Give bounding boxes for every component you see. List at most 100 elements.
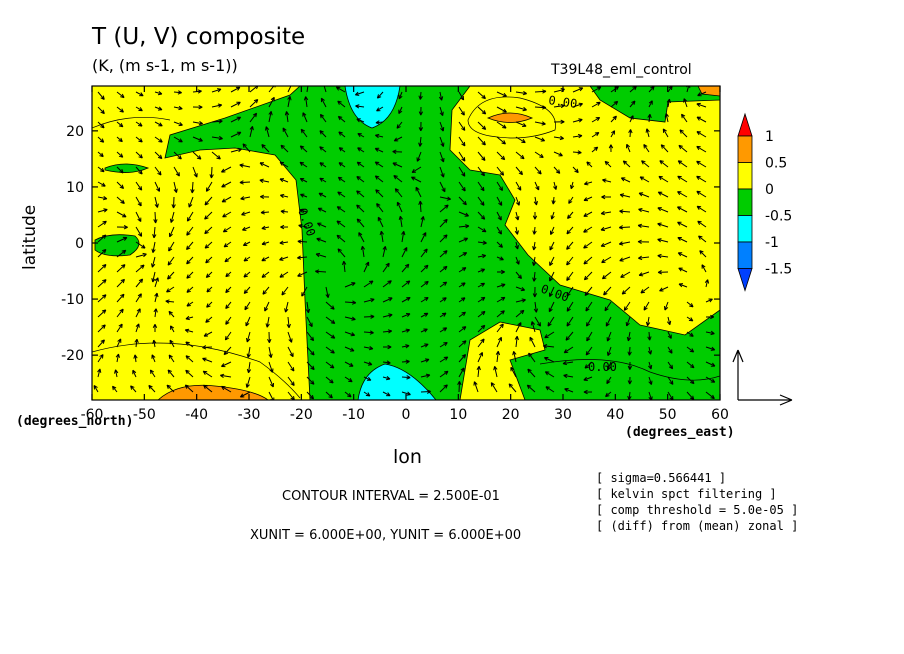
wind-vector xyxy=(619,193,631,198)
x-tick-label: 60 xyxy=(711,407,729,423)
wind-vector xyxy=(363,346,374,351)
wind-vector xyxy=(299,161,308,168)
wind-vector xyxy=(608,144,614,153)
wind-vector xyxy=(240,196,251,201)
wind-vector xyxy=(621,286,631,295)
wind-vector xyxy=(268,376,274,388)
wind-vector xyxy=(268,86,276,93)
wind-vector xyxy=(245,316,251,327)
x-tick-label: -50 xyxy=(133,407,156,423)
wind-vector xyxy=(154,91,163,96)
wind-vector xyxy=(153,211,158,224)
wind-vector xyxy=(583,211,593,217)
wind-vector xyxy=(392,162,403,168)
wind-vector xyxy=(260,210,270,215)
wind-vector xyxy=(356,118,365,123)
wind-vector xyxy=(97,234,107,243)
wind-vector xyxy=(135,278,144,288)
wind-vector xyxy=(135,91,144,97)
wind-vector xyxy=(532,212,538,220)
x-tick-label: -30 xyxy=(238,407,261,423)
wind-vector xyxy=(667,346,673,354)
wind-vector xyxy=(664,301,669,311)
wind-vector xyxy=(261,256,270,262)
wind-vector xyxy=(496,121,507,129)
wind-vector xyxy=(696,190,707,198)
wind-vector xyxy=(420,373,431,378)
wind-vector xyxy=(696,102,707,108)
wind-vector xyxy=(116,249,127,258)
wind-vector xyxy=(401,344,410,349)
wind-vector xyxy=(173,90,182,95)
wind-vector xyxy=(420,232,427,243)
wind-vector xyxy=(223,241,232,248)
wind-vector xyxy=(416,151,422,162)
wind-vector xyxy=(97,294,107,303)
wind-vector xyxy=(666,316,672,326)
wind-vector xyxy=(135,166,143,175)
wind-vector xyxy=(363,330,374,335)
wind-vector xyxy=(396,121,403,129)
wind-vector xyxy=(678,267,688,273)
wind-vector xyxy=(610,100,619,108)
wind-vector xyxy=(515,271,522,280)
wind-vector xyxy=(97,368,102,378)
wind-vector xyxy=(261,225,270,230)
wind-vector xyxy=(572,118,583,123)
wind-vector xyxy=(230,116,242,123)
wind-vector xyxy=(360,245,366,258)
wind-vector xyxy=(259,178,270,183)
wind-vector xyxy=(647,346,653,355)
wind-vector xyxy=(202,345,213,350)
wind-vector xyxy=(515,322,522,333)
wind-vector xyxy=(648,361,653,370)
wind-vector xyxy=(188,196,194,208)
wind-vector xyxy=(382,245,387,258)
wind-vector xyxy=(244,301,251,311)
wind-vector xyxy=(186,301,194,307)
wind-vector xyxy=(401,280,411,288)
wind-vector xyxy=(220,373,232,379)
wind-vector xyxy=(279,193,289,199)
wind-vector xyxy=(315,252,327,258)
wind-vector xyxy=(697,220,707,228)
wind-vector xyxy=(532,286,538,298)
wind-vector xyxy=(514,335,519,348)
wind-vector xyxy=(382,313,393,318)
wind-vector xyxy=(154,106,163,111)
wind-vector xyxy=(591,146,599,153)
wind-vector xyxy=(495,350,501,363)
wind-vector xyxy=(496,211,502,221)
wind-vector xyxy=(204,241,213,249)
y-tick-label: -20 xyxy=(61,348,84,364)
wind-vector xyxy=(202,357,213,363)
wind-vector xyxy=(135,226,143,237)
wind-vector xyxy=(618,241,631,246)
wind-vector xyxy=(686,361,695,369)
wind-vector xyxy=(439,181,446,193)
wind-vector xyxy=(287,346,294,358)
wind-vector xyxy=(696,160,707,168)
wind-vector xyxy=(135,106,143,112)
wind-vector xyxy=(116,121,124,128)
wind-vector xyxy=(600,210,612,216)
wind-vector xyxy=(420,297,429,303)
wind-vector xyxy=(547,316,555,327)
wind-vector xyxy=(97,136,105,143)
colorbar-swatch xyxy=(737,162,753,190)
wind-vector xyxy=(586,161,593,168)
wind-vector xyxy=(116,181,125,189)
wind-vector xyxy=(553,151,563,157)
wind-vector xyxy=(192,120,203,126)
wind-vector xyxy=(374,133,384,139)
wind-vector xyxy=(154,181,160,192)
wind-vector xyxy=(154,151,163,160)
wind-vector xyxy=(677,175,688,183)
wind-vector xyxy=(287,361,295,372)
wind-vector xyxy=(477,338,485,348)
wind-vector xyxy=(204,226,213,235)
wind-vector xyxy=(301,286,308,297)
wind-vector xyxy=(514,226,519,235)
wind-vector xyxy=(696,205,707,213)
y-tick-label: 0 xyxy=(75,236,84,252)
